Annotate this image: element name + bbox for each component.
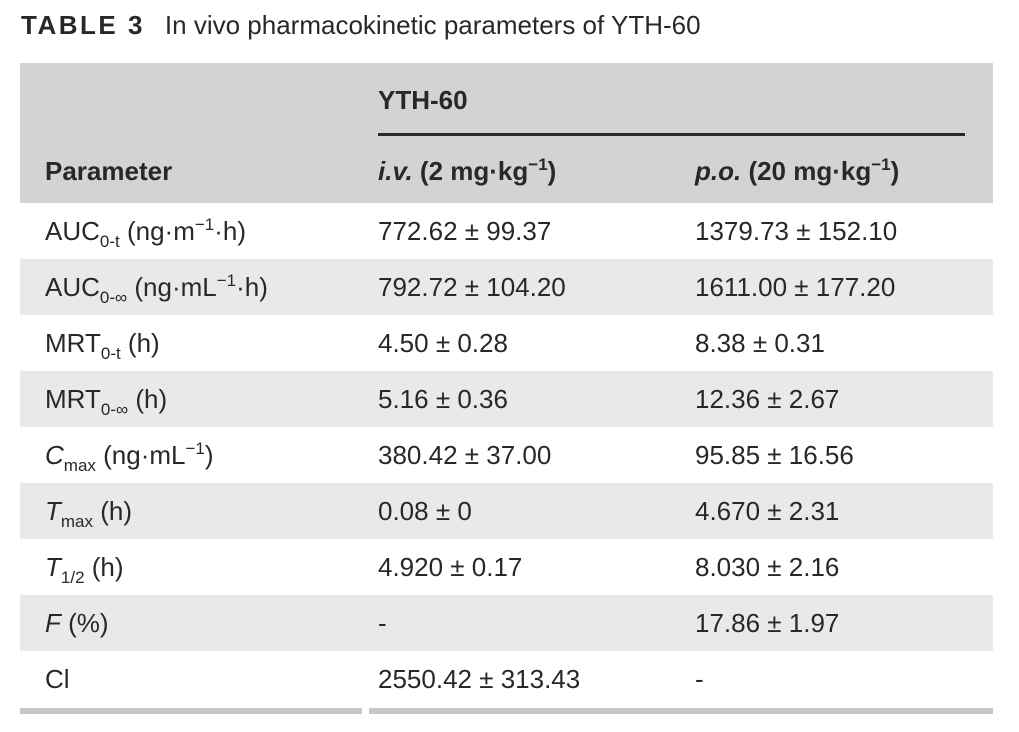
po-value-cell: 8.38 ± 0.31 [695,327,825,358]
column-header-row: Parameter i.v. (2 mg·kg−1) p.o. (20 mg·k… [20,156,993,187]
po-value-cell: 17.86 ± 1.97 [695,607,840,638]
parameter-cell: Cl [45,663,70,694]
iv-value-cell: 2550.42 ± 313.43 [378,663,581,694]
po-value-cell: - [695,663,704,694]
po-value-cell: 1611.00 ± 177.20 [695,271,896,302]
po-value-cell: 8.030 ± 2.16 [695,551,840,582]
table-number: TABLE 3 [21,10,145,40]
parameter-cell: AUC0-t (ng·m−1·h) [45,214,247,251]
column-header-iv: i.v. (2 mg·kg−1) [378,155,557,186]
table-row: Cmax (ng·mL−1) 380.42 ± 37.00 95.85 ± 16.5… [20,427,993,483]
table-body: AUC0-t (ng·m−1·h) 772.62 ± 99.37 1379.73 ±… [20,203,993,707]
iv-value-cell: 0.08 ± 0 [378,495,472,526]
parameter-cell: F (%) [45,607,109,638]
table-row: MRT0-∞ (h) 5.16 ± 0.36 12.36 ± 2.67 [20,371,993,427]
column-header-parameter: Parameter [45,156,173,186]
table-row: Cl 2550.42 ± 313.43 - [20,651,993,707]
table-row: MRT0-t (h) 4.50 ± 0.28 8.38 ± 0.31 [20,315,993,371]
table-row: F (%) - 17.86 ± 1.97 [20,595,993,651]
po-value-cell: 1379.73 ± 152.10 [695,215,898,246]
iv-value-cell: 772.62 ± 99.37 [378,215,552,246]
column-group-label: YTH-60 [378,85,468,115]
iv-value-cell: 380.42 ± 37.00 [378,439,552,470]
column-header-po: p.o. (20 mg·kg−1) [695,155,900,186]
iv-value-cell: 792.72 ± 104.20 [378,271,566,302]
iv-value-cell: 5.16 ± 0.36 [378,383,508,414]
column-group-rule [378,133,965,136]
iv-value-cell: 4.50 ± 0.28 [378,327,508,358]
iv-value-cell: - [378,607,387,638]
po-value-cell: 12.36 ± 2.67 [695,383,840,414]
bottom-rule-left-segment [20,708,362,714]
table-row: T1/2 (h) 4.920 ± 0.17 8.030 ± 2.16 [20,539,993,595]
pharmacokinetics-table: YTH-60 Parameter i.v. (2 mg·kg−1) p.o. (… [20,63,993,714]
parameter-cell: Cmax (ng·mL−1) [45,438,214,475]
table-title: In vivo pharmacokinetic parameters of YT… [164,10,701,40]
bottom-rule-gap [362,708,369,714]
po-value-cell: 95.85 ± 16.56 [695,439,854,470]
table-bottom-rule [20,708,993,714]
po-value-cell: 4.670 ± 2.31 [695,495,840,526]
table-row: AUC0-t (ng·m−1·h) 772.62 ± 99.37 1379.73 ±… [20,203,993,259]
iv-value-cell: 4.920 ± 0.17 [378,551,523,582]
table-header: YTH-60 Parameter i.v. (2 mg·kg−1) p.o. (… [20,63,993,203]
table-row: AUC0-∞ (ng·mL−1·h) 792.72 ± 104.20 1611.00… [20,259,993,315]
parameter-cell: Tmax (h) [45,495,133,531]
parameter-cell: AUC0-∞ (ng·mL−1·h) [45,270,268,307]
bottom-rule-right-segment [369,708,993,714]
parameter-cell: MRT0-∞ (h) [45,383,168,419]
table-caption: TABLE 3 In vivo pharmacokinetic parameter… [21,8,701,42]
table-row: Tmax (h) 0.08 ± 0 4.670 ± 2.31 [20,483,993,539]
parameter-cell: T1/2 (h) [45,551,124,587]
parameter-cell: MRT0-t (h) [45,327,160,363]
